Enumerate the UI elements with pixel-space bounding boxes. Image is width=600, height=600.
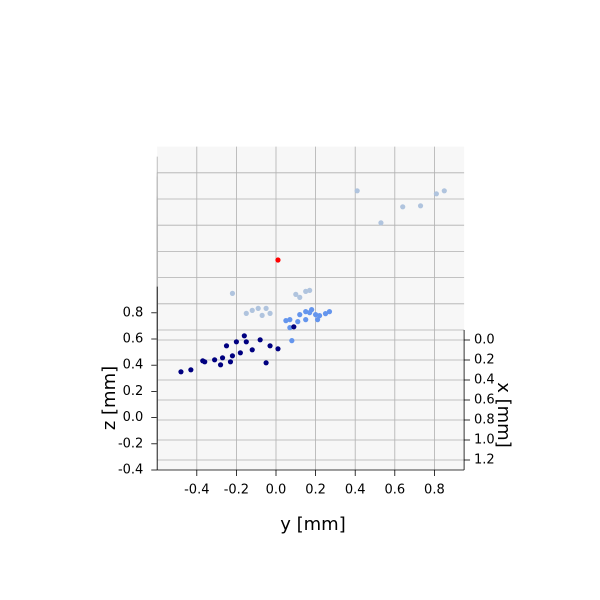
data-point (441, 188, 447, 194)
data-point (322, 311, 329, 317)
data-point (255, 305, 261, 311)
x-tick-label: 0.0 (474, 333, 495, 348)
data-point (243, 339, 249, 345)
data-point (291, 324, 297, 330)
data-point (249, 307, 255, 313)
data-point (307, 287, 313, 293)
data-point (303, 288, 309, 294)
x-tick-label: 0.6 (474, 393, 495, 408)
x-tick-label: 1.2 (474, 453, 495, 468)
y-tick-label: -0.2 (224, 483, 249, 498)
data-point (303, 309, 309, 315)
z-axis-title: z [mm] (99, 366, 120, 430)
data-point (287, 317, 293, 323)
z-tick-label: -0.2 (118, 436, 143, 451)
z-tick-label: -0.4 (118, 463, 143, 478)
data-point (354, 188, 360, 194)
y-axis-title: y [mm] (280, 514, 346, 535)
data-point (241, 333, 247, 339)
data-point (297, 312, 303, 318)
y-tick-label: 0.2 (305, 483, 326, 498)
data-point (267, 310, 273, 316)
data-point (257, 337, 263, 343)
data-point (267, 343, 273, 349)
data-point (263, 360, 269, 366)
data-point (202, 359, 208, 365)
data-point (223, 343, 230, 349)
data-point (289, 338, 295, 344)
data-point (378, 220, 384, 226)
data-point (229, 290, 236, 296)
data-point (243, 310, 249, 316)
data-point (227, 359, 234, 365)
y-tick-label: 0.6 (384, 483, 405, 498)
data-point (217, 362, 224, 368)
data-point (237, 350, 243, 356)
data-point (314, 317, 321, 323)
data-point (178, 369, 184, 375)
z-tick-label: 0.6 (123, 332, 144, 347)
y-tick-label: 0.0 (266, 483, 287, 498)
data-point (433, 191, 439, 197)
y-tick-label: 0.8 (424, 483, 445, 498)
x-axis-title: x [mm] (493, 382, 514, 448)
data-point (313, 312, 319, 318)
x-tick-label: 0.8 (474, 413, 495, 428)
data-point (229, 353, 236, 359)
data-point (283, 318, 289, 324)
data-point (297, 294, 303, 300)
data-point (309, 307, 315, 313)
data-point (263, 305, 269, 311)
data-point (400, 204, 406, 210)
y-tick-label: -0.4 (184, 483, 209, 498)
data-point (316, 313, 323, 319)
z-tick-label: 0.4 (123, 358, 144, 373)
data-point (417, 203, 424, 209)
data-point (259, 312, 265, 318)
data-point (326, 309, 333, 315)
data-point (219, 355, 226, 361)
z-tick-label: 0.8 (123, 305, 144, 320)
x-tick-label: 1.0 (474, 433, 495, 448)
y-tick-label: 0.4 (345, 483, 366, 498)
data-point (275, 257, 281, 263)
data-point (188, 367, 194, 373)
data-point (212, 357, 218, 363)
data-point (249, 347, 255, 353)
x-tick-label: 0.4 (474, 373, 495, 388)
z-tick-label: 0.0 (123, 410, 144, 425)
data-point (293, 291, 299, 297)
data-point (303, 317, 309, 323)
x-tick-label: 0.2 (474, 353, 495, 368)
data-point (275, 346, 281, 352)
back-pane (157, 146, 465, 330)
data-point (287, 325, 293, 331)
data-point (295, 319, 301, 325)
data-point (233, 339, 239, 345)
z-tick-label: 0.2 (123, 384, 144, 399)
